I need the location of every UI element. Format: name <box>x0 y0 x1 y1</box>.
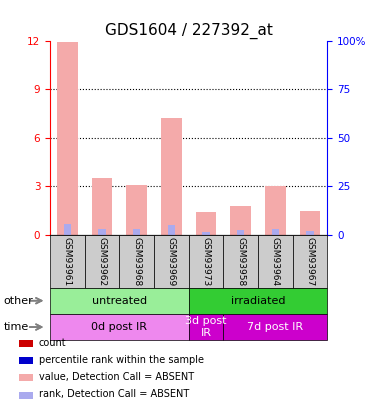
Bar <box>64 224 71 235</box>
Bar <box>196 212 216 235</box>
Text: GSM93964: GSM93964 <box>271 237 280 286</box>
Bar <box>133 229 140 235</box>
Text: untreated: untreated <box>92 296 147 306</box>
Text: GSM93973: GSM93973 <box>201 237 211 286</box>
Text: GSM93967: GSM93967 <box>305 237 315 286</box>
Text: 7d post IR: 7d post IR <box>247 322 303 332</box>
Bar <box>265 186 286 235</box>
Text: GSM93962: GSM93962 <box>97 237 107 286</box>
FancyBboxPatch shape <box>189 288 327 314</box>
Bar <box>230 206 251 235</box>
Text: rank, Detection Call = ABSENT: rank, Detection Call = ABSENT <box>39 390 189 399</box>
Bar <box>168 225 175 235</box>
Text: GSM93958: GSM93958 <box>236 237 245 286</box>
Title: GDS1604 / 227392_at: GDS1604 / 227392_at <box>105 23 273 39</box>
FancyBboxPatch shape <box>189 235 223 288</box>
Bar <box>306 231 313 235</box>
Text: 3d post
IR: 3d post IR <box>185 316 227 338</box>
Text: irradiated: irradiated <box>231 296 285 306</box>
Text: time: time <box>4 322 29 332</box>
Bar <box>92 178 112 235</box>
FancyBboxPatch shape <box>293 235 327 288</box>
Text: 0d post IR: 0d post IR <box>91 322 147 332</box>
Bar <box>203 232 209 235</box>
Bar <box>57 42 78 235</box>
FancyBboxPatch shape <box>50 314 189 340</box>
Bar <box>19 375 33 382</box>
FancyBboxPatch shape <box>189 314 223 340</box>
Bar <box>126 185 147 235</box>
FancyBboxPatch shape <box>258 235 293 288</box>
Text: count: count <box>39 338 66 348</box>
FancyBboxPatch shape <box>223 314 327 340</box>
FancyBboxPatch shape <box>154 235 189 288</box>
Text: value, Detection Call = ABSENT: value, Detection Call = ABSENT <box>39 372 194 382</box>
Bar <box>272 230 279 235</box>
Text: GSM93969: GSM93969 <box>167 237 176 286</box>
FancyBboxPatch shape <box>85 235 119 288</box>
FancyBboxPatch shape <box>50 235 85 288</box>
Text: other: other <box>4 296 33 306</box>
Text: GSM93968: GSM93968 <box>132 237 141 286</box>
Bar <box>237 230 244 235</box>
FancyBboxPatch shape <box>119 235 154 288</box>
Bar <box>99 229 105 235</box>
FancyBboxPatch shape <box>50 288 189 314</box>
Bar <box>19 340 33 347</box>
FancyBboxPatch shape <box>223 235 258 288</box>
Bar <box>300 211 320 235</box>
Text: percentile rank within the sample: percentile rank within the sample <box>39 355 204 365</box>
Text: GSM93961: GSM93961 <box>63 237 72 286</box>
Bar <box>161 118 182 235</box>
Bar <box>19 392 33 399</box>
Bar <box>19 357 33 364</box>
